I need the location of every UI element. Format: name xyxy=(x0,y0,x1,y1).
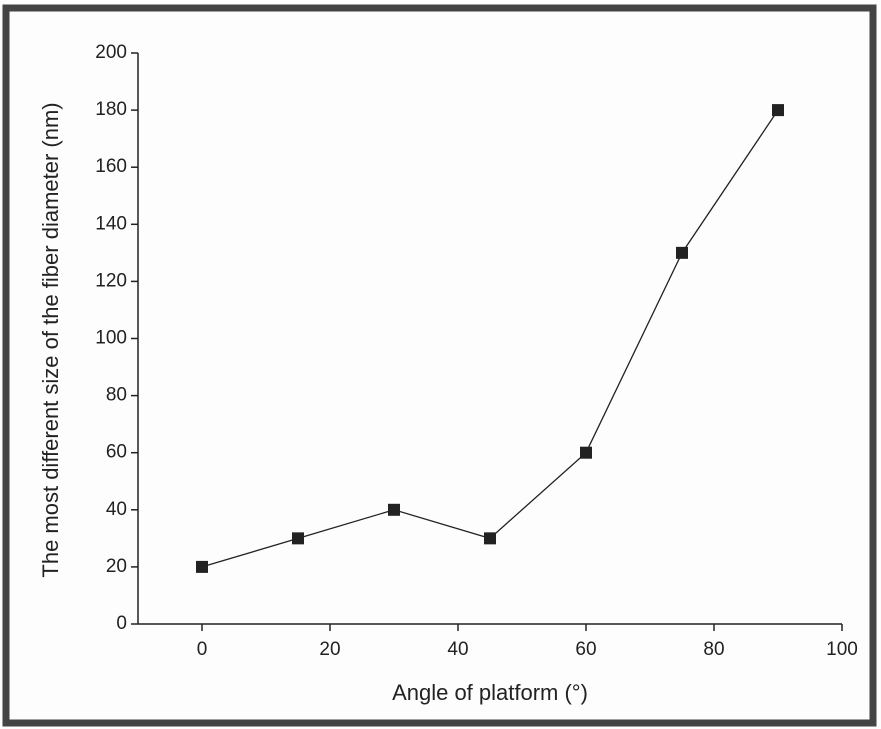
data-point xyxy=(196,560,208,573)
data-point xyxy=(580,446,592,459)
x-tick-label: 0 xyxy=(197,639,208,660)
y-tick-label: 180 xyxy=(95,99,127,120)
x-tick-label: 40 xyxy=(447,639,468,660)
data-point xyxy=(292,532,304,545)
x-tick-label: 100 xyxy=(826,639,858,660)
y-tick-label: 160 xyxy=(95,156,127,177)
x-axis-label: Angle of platform (°) xyxy=(392,680,588,705)
y-tick-label: 40 xyxy=(106,499,127,520)
y-tick-label: 20 xyxy=(106,556,127,577)
data-point xyxy=(388,503,400,516)
frame xyxy=(2,4,877,727)
y-tick-label: 60 xyxy=(106,442,127,463)
y-tick-label: 100 xyxy=(95,328,127,349)
x-tick-label: 60 xyxy=(575,639,596,660)
y-tick-label: 120 xyxy=(95,270,127,291)
x-tick-label: 80 xyxy=(703,639,724,660)
y-tick-label: 140 xyxy=(95,213,127,234)
x-tick-label: 20 xyxy=(319,639,340,660)
y-tick-label: 200 xyxy=(95,42,127,63)
y-tick-label: 80 xyxy=(106,385,127,406)
data-point xyxy=(676,246,688,259)
data-point xyxy=(772,104,784,117)
data-point xyxy=(484,532,496,545)
y-tick-label: 0 xyxy=(116,613,127,634)
y-axis-label: The most different size of the fiber dia… xyxy=(38,102,63,577)
